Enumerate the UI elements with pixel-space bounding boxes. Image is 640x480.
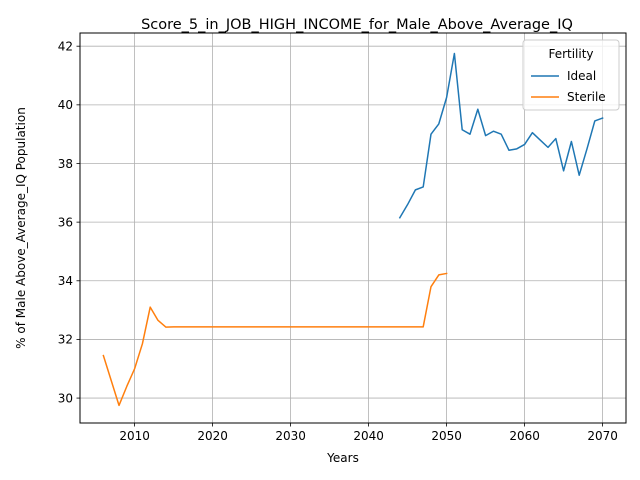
y-tick-label: 38 <box>58 157 73 171</box>
series-line-sterile <box>102 272 448 407</box>
x-tick-label: 2050 <box>431 429 462 443</box>
x-tick-label: 2010 <box>119 429 150 443</box>
series-line-ideal <box>398 52 604 219</box>
axis-ticks: 2010 2020 2030 2040 2050 2060 2070 30 32 34 36 38 40… <box>58 39 618 443</box>
legend: Fertility Ideal Sterile <box>522 39 620 111</box>
legend-label-ideal: Ideal <box>567 69 596 83</box>
y-tick-label: 40 <box>58 98 73 112</box>
chart-title: Score_5_in_JOB_HIGH_INCOME_for_Male_Abov… <box>141 17 573 33</box>
grid <box>80 33 626 423</box>
plot-area-frame <box>79 32 627 424</box>
y-axis-label: % of Male Above_Average_IQ Population <box>14 107 28 349</box>
series-lines <box>102 52 604 407</box>
legend-label-sterile: Sterile <box>567 90 606 104</box>
x-tick-label: 2060 <box>509 429 540 443</box>
legend-box <box>522 39 620 111</box>
y-tick-label: 36 <box>58 215 73 229</box>
y-tick-label: 32 <box>58 333 73 347</box>
x-tick-label: 2030 <box>275 429 306 443</box>
x-tick-label: 2070 <box>587 429 618 443</box>
x-tick-label: 2040 <box>353 429 384 443</box>
y-tick-label: 42 <box>58 39 73 53</box>
y-tick-label: 30 <box>58 391 73 405</box>
x-tick-label: 2020 <box>197 429 228 443</box>
y-tick-label: 34 <box>58 274 73 288</box>
x-axis-label: Years <box>326 451 359 465</box>
legend-title: Fertility <box>548 47 593 61</box>
